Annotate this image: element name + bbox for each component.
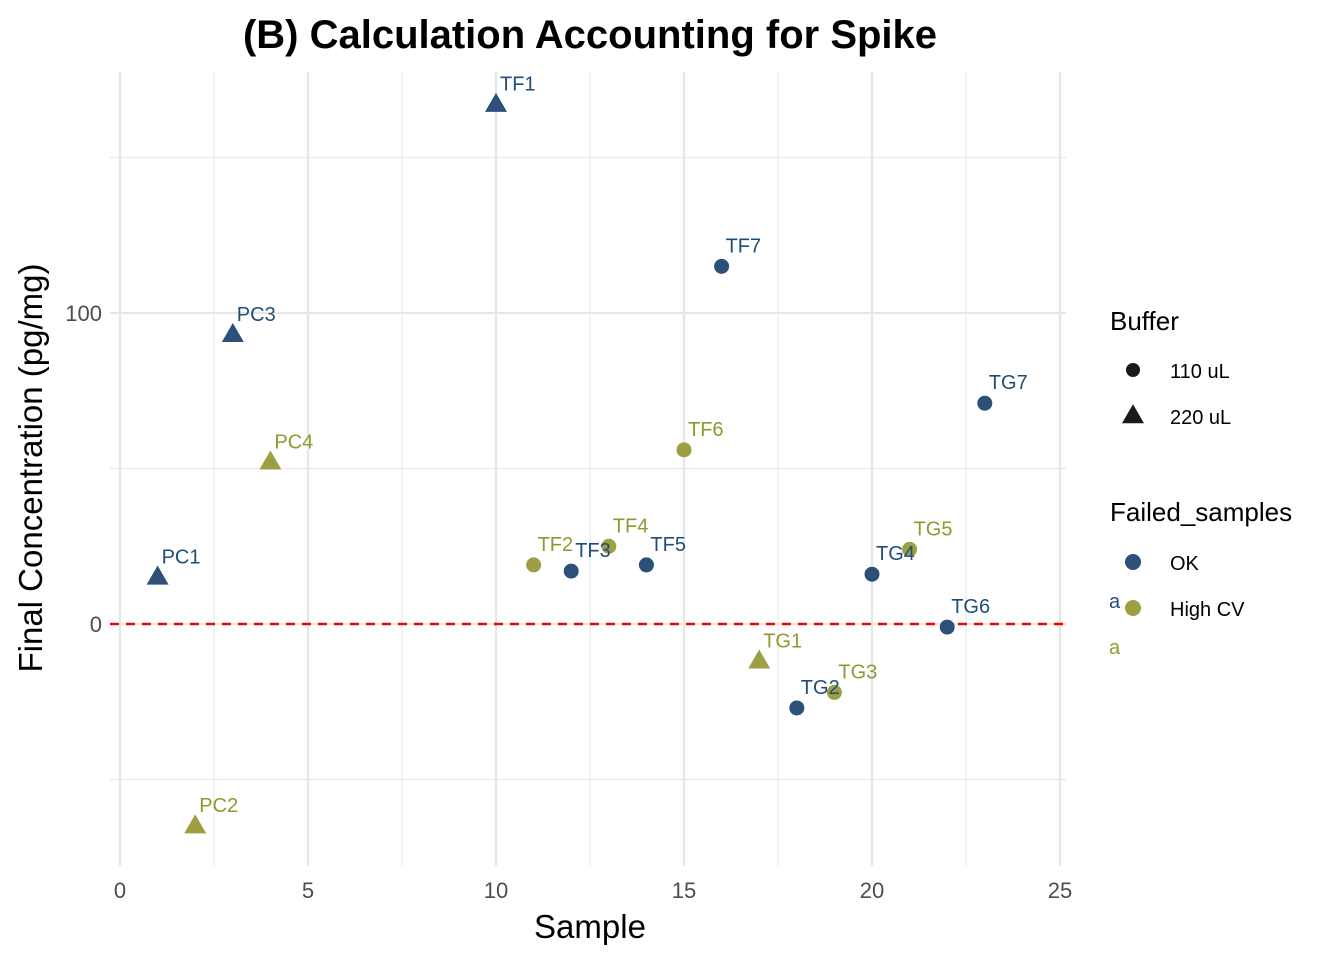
data-points (146, 92, 993, 834)
point-label-pc3: PC3 (237, 304, 276, 326)
point-label-tg7: TG7 (989, 372, 1028, 394)
legend-title-buffer: Buffer (1110, 306, 1179, 336)
point-label-tf6: TF6 (688, 419, 724, 441)
point-label-tf2: TF2 (538, 534, 574, 556)
point-label-tf3: TF3 (575, 540, 611, 562)
legend-key-110ul (1126, 363, 1140, 377)
data-point-tg4 (864, 566, 880, 582)
legend-key-220ul (1122, 404, 1144, 424)
chart-title: (B) Calculation Accounting for Spike (243, 13, 937, 57)
point-label-tf4: TF4 (613, 515, 649, 537)
y-tick-label: 100 (65, 301, 102, 326)
y-tick-label: 0 (90, 612, 102, 637)
data-point-pc2 (184, 814, 207, 834)
x-tick-label: 25 (1048, 878, 1072, 903)
point-label-tg5: TG5 (914, 518, 953, 540)
legend: Buffer 110 uL 220 uL Failed_samples OK High C… (1109, 306, 1292, 659)
x-tick-label: 5 (302, 878, 314, 903)
point-label-tf1: TF1 (500, 74, 536, 96)
legend-key-ok (1125, 554, 1141, 570)
point-label-tf5: TF5 (650, 534, 686, 556)
point-label-pc1: PC1 (162, 546, 201, 568)
data-point-tg1 (748, 649, 771, 669)
data-point-pc1 (146, 565, 169, 585)
data-point-tf6 (676, 442, 692, 458)
y-axis-title: Final Concentration (pg/mg) (12, 263, 49, 672)
grid (110, 72, 1066, 866)
y-axis-ticks: 0 100 (65, 301, 102, 637)
data-point-tg3 (826, 684, 842, 700)
data-point-tf5 (638, 557, 654, 573)
data-point-tf4 (601, 538, 617, 554)
point-label-tg3: TG3 (838, 661, 877, 683)
data-point-tg5 (902, 541, 918, 557)
legend-label-110ul: 110 uL (1170, 361, 1230, 383)
x-axis-ticks: 0 5 10 15 20 25 (114, 878, 1072, 903)
point-label-tg1: TG1 (763, 630, 802, 652)
data-point-tf1 (485, 92, 507, 112)
point-label-pc4: PC4 (274, 431, 313, 453)
x-axis-title: Sample (534, 908, 646, 945)
legend-label-ok: OK (1170, 553, 1200, 575)
point-label-pc2: PC2 (199, 795, 238, 817)
point-label-tg2: TG2 (801, 677, 840, 699)
data-point-tf2 (526, 557, 542, 573)
x-tick-label: 10 (484, 878, 508, 903)
point-label-tg6: TG6 (951, 596, 990, 618)
data-point-tf7 (714, 258, 730, 274)
x-tick-label: 15 (672, 878, 696, 903)
legend-title-failed-samples: Failed_samples (1110, 497, 1292, 527)
legend-label-high-cv: High CV (1170, 599, 1245, 621)
point-label-tg4: TG4 (876, 543, 915, 565)
legend-label-220ul: 220 uL (1170, 407, 1231, 429)
data-point-pc3 (221, 322, 244, 343)
point-label-tf7: TF7 (726, 235, 762, 257)
legend-key-letter-high-cv: a (1109, 637, 1121, 659)
data-point-tg7 (977, 395, 993, 411)
data-point-tg6 (939, 619, 955, 635)
data-point-tf3 (563, 563, 579, 579)
legend-key-high-cv (1125, 600, 1141, 616)
x-tick-label: 20 (860, 878, 884, 903)
legend-key-letter-ok: a (1109, 591, 1121, 613)
data-point-tg2 (789, 700, 805, 716)
data-point-pc4 (259, 450, 282, 470)
x-tick-label: 0 (114, 878, 126, 903)
